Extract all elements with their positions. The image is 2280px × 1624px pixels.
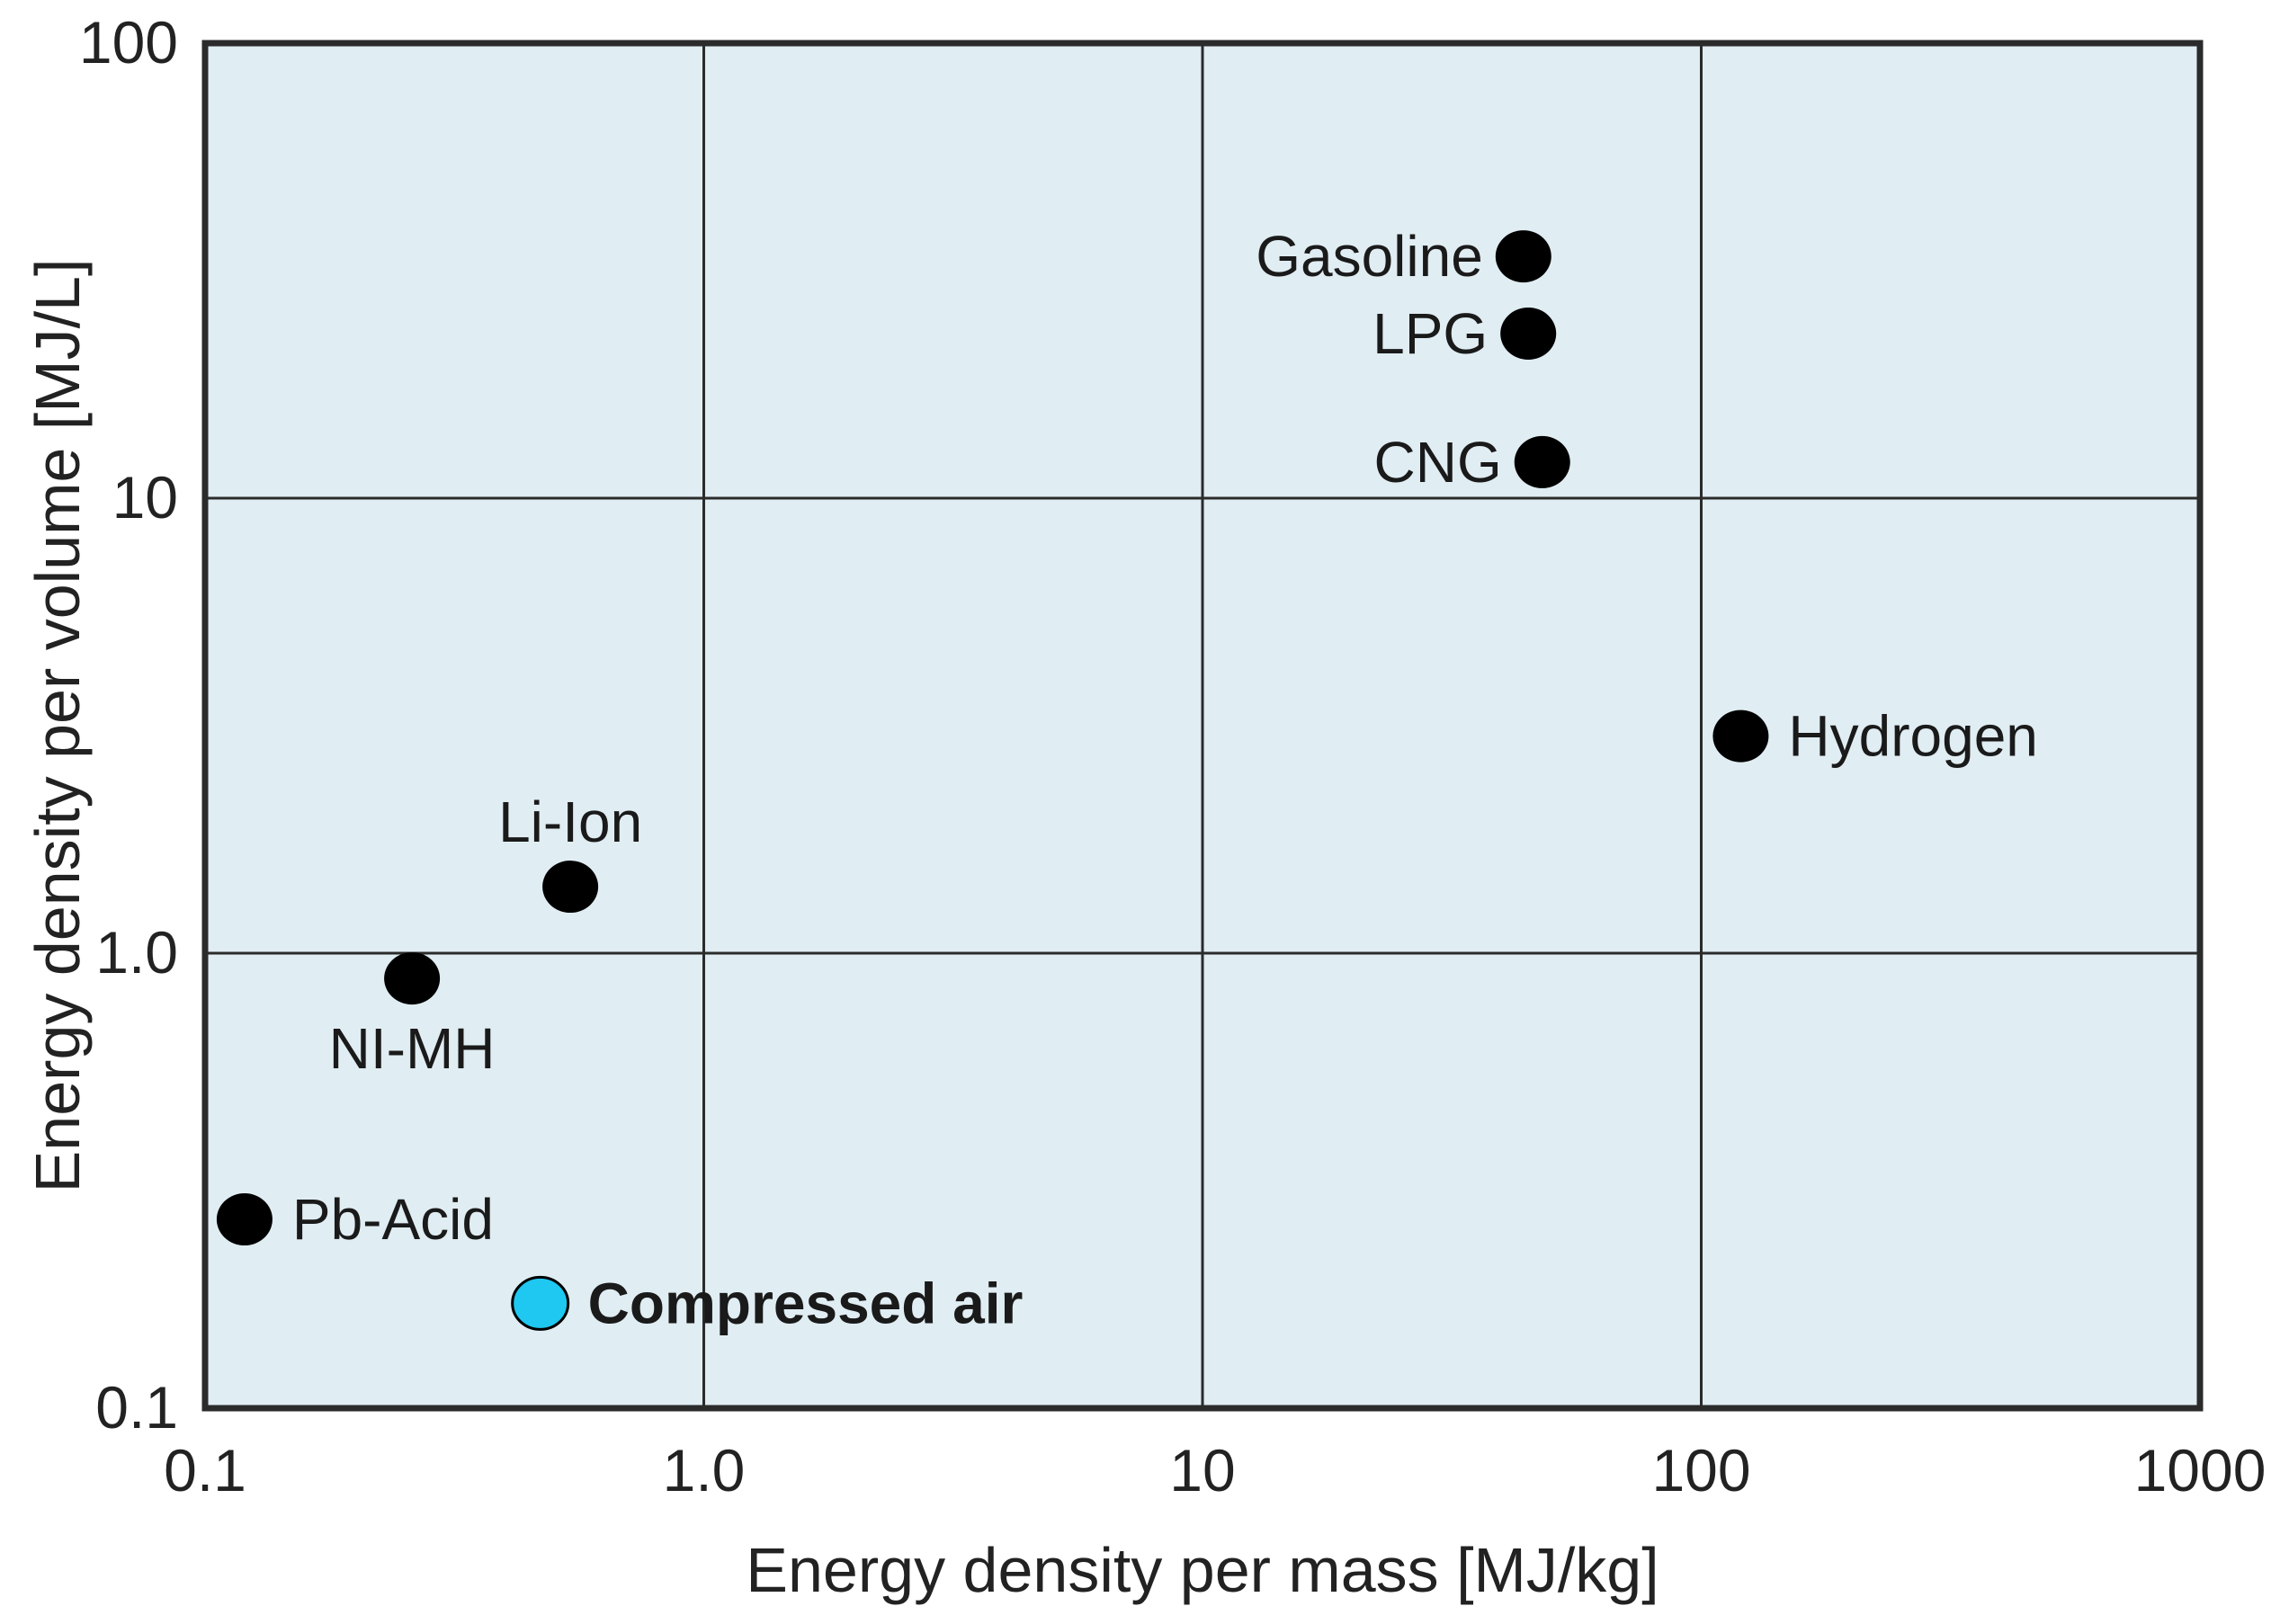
data-points: Gasoline LPG CNG Hydrogen Li-Ion NI-MH Pb-Acid… bbox=[216, 224, 2038, 1335]
x-tick-label: 10 bbox=[1169, 1437, 1235, 1504]
x-tick-label: 1000 bbox=[2134, 1437, 2267, 1504]
point-cng bbox=[1514, 435, 1570, 488]
point-label-ni-mh: NI-MH bbox=[329, 1016, 496, 1081]
y-axis-title: Energy density per volume [MJ/L] bbox=[22, 259, 93, 1193]
x-axis-title: Energy density per mass [MJ/kg] bbox=[746, 1535, 1659, 1605]
point-li-ion bbox=[542, 861, 599, 914]
point-label-li-ion: Li-Ion bbox=[498, 790, 642, 854]
point-ni-mh bbox=[384, 952, 441, 1005]
point-label-hydrogen: Hydrogen bbox=[1788, 704, 2038, 769]
point-compressed-air bbox=[511, 1275, 570, 1331]
x-tick-label: 100 bbox=[1651, 1437, 1750, 1504]
point-label-lpg: LPG bbox=[1372, 301, 1488, 366]
point-gasoline bbox=[1495, 230, 1551, 283]
point-lpg bbox=[1500, 307, 1557, 360]
x-tick-label: 0.1 bbox=[164, 1437, 246, 1504]
plot-frame bbox=[201, 40, 2204, 1412]
point-label-compressed-air: Compressed air bbox=[588, 1271, 1024, 1335]
y-tick-label: 0.1 bbox=[95, 1374, 178, 1441]
y-tick-label: 10 bbox=[112, 464, 178, 531]
x-tick-label: 1.0 bbox=[663, 1437, 746, 1504]
point-hydrogen bbox=[1712, 709, 1769, 763]
grid-lines bbox=[205, 43, 2200, 1408]
point-label-pb-acid: Pb-Acid bbox=[292, 1187, 494, 1252]
y-tick-label: 1.0 bbox=[95, 919, 178, 986]
point-pb-acid bbox=[216, 1193, 273, 1246]
tick-labels: 0.1 1.0 10 100 1000 0.1 1.0 10 100 bbox=[79, 9, 2267, 1504]
point-label-cng: CNG bbox=[1374, 430, 1502, 495]
point-label-gasoline: Gasoline bbox=[1256, 224, 1483, 289]
y-tick-label: 100 bbox=[79, 9, 178, 76]
